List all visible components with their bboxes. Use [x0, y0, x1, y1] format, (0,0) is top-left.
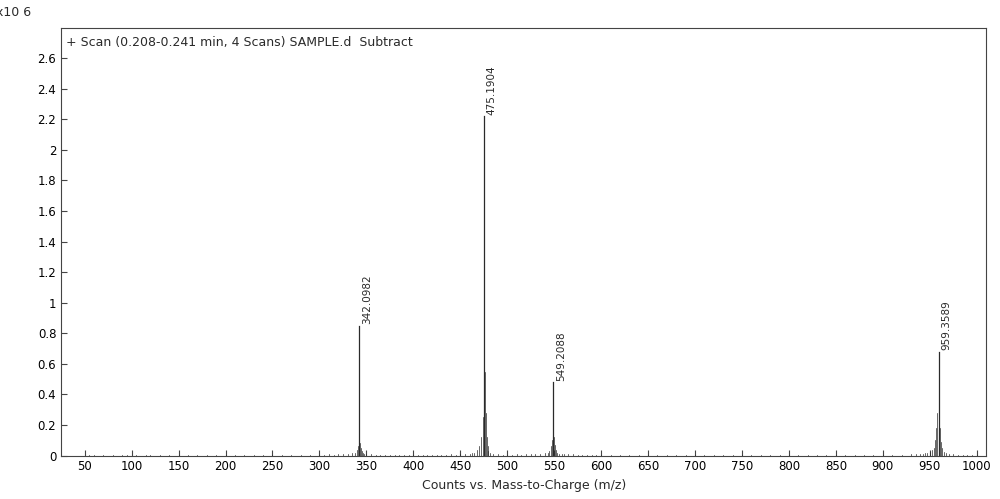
- Text: 342.0982: 342.0982: [362, 274, 372, 324]
- Text: 475.1904: 475.1904: [487, 65, 497, 115]
- Text: + Scan (0.208-0.241 min, 4 Scans) SAMPLE.d  Subtract: + Scan (0.208-0.241 min, 4 Scans) SAMPLE…: [66, 36, 413, 49]
- Text: 959.3589: 959.3589: [941, 300, 951, 350]
- Text: x10 6: x10 6: [0, 6, 32, 19]
- X-axis label: Counts vs. Mass-to-Charge (m/z): Counts vs. Mass-to-Charge (m/z): [422, 479, 626, 492]
- Text: 549.2088: 549.2088: [556, 331, 566, 381]
